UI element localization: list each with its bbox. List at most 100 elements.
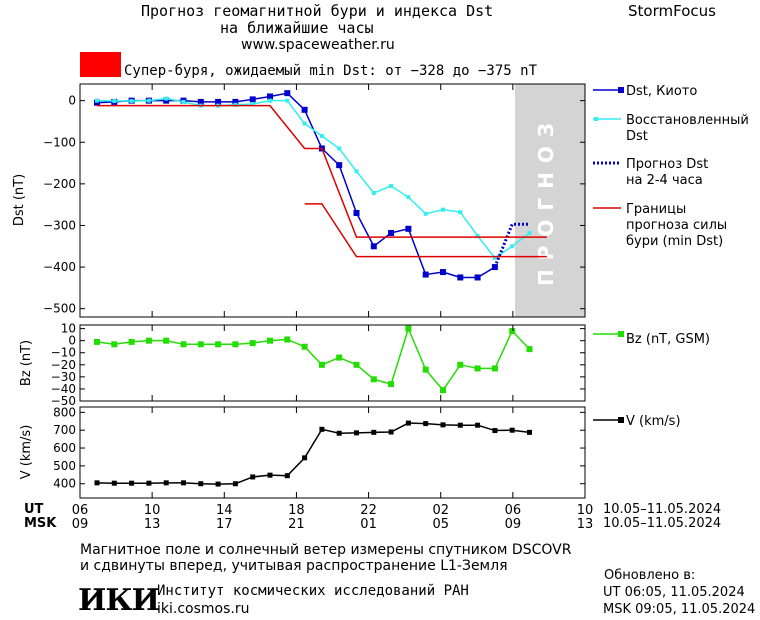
data-point — [457, 422, 463, 428]
brand-name: StormFocus — [628, 2, 716, 20]
y-tick-label: −100 — [43, 135, 76, 149]
data-point — [145, 337, 152, 344]
data-point — [475, 233, 480, 238]
data-point — [163, 480, 169, 486]
data-point — [233, 102, 238, 107]
legend-bounds-label-1: Границы — [626, 202, 686, 217]
data-point — [370, 243, 377, 250]
y-tick-label: −400 — [43, 260, 76, 274]
updated-ut: UT 06:05, 11.05.2024 — [603, 585, 745, 600]
msk-tick-label: 01 — [360, 517, 377, 532]
data-point — [232, 481, 238, 487]
data-point — [422, 271, 429, 278]
legend-bz-marker — [618, 331, 624, 337]
data-point — [181, 480, 186, 486]
legend-dst-kyoto-marker — [618, 87, 624, 93]
data-point — [302, 121, 307, 126]
ut-tick-label: 10 — [144, 503, 161, 518]
y-tick-label: 0 — [68, 334, 76, 348]
data-point — [353, 209, 360, 216]
legend-restored-label-1: Восстановленный — [626, 113, 749, 128]
data-point — [527, 429, 532, 435]
legend-v-label: V (km/s) — [626, 414, 681, 429]
bz-series — [94, 325, 533, 394]
y-tick-label: −20 — [51, 358, 76, 372]
data-point — [318, 361, 325, 368]
data-point — [492, 255, 497, 260]
data-point — [509, 328, 516, 335]
data-point — [440, 269, 446, 276]
data-point — [337, 146, 342, 151]
data-point — [284, 336, 291, 343]
data-point — [371, 191, 376, 196]
series-line — [96, 97, 530, 259]
data-point — [249, 340, 256, 347]
legend-v-marker — [618, 417, 624, 423]
dst-y-ticks: 0 −100 −200 −300 −400 −500 — [43, 94, 585, 316]
data-point — [267, 472, 273, 478]
bz-y-axis-label: Bz (nT) — [19, 340, 34, 386]
y-tick-label: −200 — [43, 177, 76, 191]
data-point — [267, 337, 273, 344]
data-point — [95, 98, 99, 103]
data-point — [509, 427, 515, 433]
data-point — [164, 96, 169, 101]
series-line — [493, 222, 530, 268]
data-point — [163, 97, 170, 104]
data-point — [129, 99, 134, 104]
legend-restored-marker — [594, 117, 598, 121]
y-tick-label: −30 — [51, 370, 76, 384]
data-point — [422, 366, 429, 373]
ut-tick-label: 06 — [72, 503, 89, 518]
data-point — [146, 480, 152, 486]
website-link[interactable]: www.spaceweather.ru — [241, 37, 395, 53]
data-point — [284, 90, 291, 97]
legend-forecast-label-1: Прогноз Dst — [626, 157, 708, 172]
data-point — [492, 428, 498, 434]
series-line — [97, 104, 547, 238]
bz-panel: Bz (nT) 100−10−20−30−40−50 — [19, 322, 586, 408]
data-point — [94, 99, 100, 106]
institute-url[interactable]: iki.cosmos.ru — [157, 601, 250, 617]
data-point — [128, 338, 135, 345]
data-point — [441, 207, 445, 212]
ut-label: UT — [24, 502, 44, 517]
dst-y-axis-label: Dst (nT) — [12, 174, 27, 226]
dst-panel-frame — [79, 83, 586, 318]
msk-tick-label: 21 — [288, 517, 305, 532]
data-point — [527, 230, 532, 235]
data-point — [406, 195, 411, 200]
data-point — [336, 354, 343, 361]
data-point — [405, 225, 412, 232]
data-point — [526, 346, 533, 353]
v-y-ticks: 800 700 600 500 400 — [53, 405, 585, 491]
msk-tick-label: 09 — [72, 517, 89, 532]
y-tick-label: 400 — [53, 477, 76, 491]
data-point — [475, 422, 481, 428]
y-tick-label: −300 — [43, 218, 76, 232]
updated-msk: MSK 09:05, 11.05.2024 — [603, 602, 756, 617]
data-point — [388, 381, 395, 388]
data-point — [215, 98, 222, 105]
y-tick-label: 700 — [53, 423, 76, 437]
data-point — [197, 98, 204, 105]
data-point — [457, 274, 464, 281]
msk-tick-label: 17 — [216, 517, 233, 532]
bz-y-ticks: 100−10−20−30−40−50 — [51, 322, 585, 408]
ut-tick-label: 02 — [432, 503, 449, 518]
v-panel-frame — [79, 406, 586, 499]
bz-panel-frame — [79, 324, 586, 402]
y-tick-label: 600 — [53, 441, 76, 455]
legend: Dst, Киото Восстановленный Dst Прогноз D… — [593, 84, 749, 429]
measurement-note-2: и сдвинуты вперед, учитывая распростране… — [80, 558, 508, 574]
storm-indicator-box — [80, 52, 121, 77]
data-point — [319, 426, 325, 432]
measurement-note-1: Магнитное поле и солнечный ветер измерен… — [80, 542, 572, 558]
ut-tick-label: 10 — [577, 503, 594, 518]
dst-series — [94, 90, 547, 281]
data-point — [423, 421, 429, 427]
legend-bounds-label-3: бури (min Dst) — [626, 234, 723, 249]
data-point — [389, 183, 394, 188]
data-point — [423, 211, 428, 216]
